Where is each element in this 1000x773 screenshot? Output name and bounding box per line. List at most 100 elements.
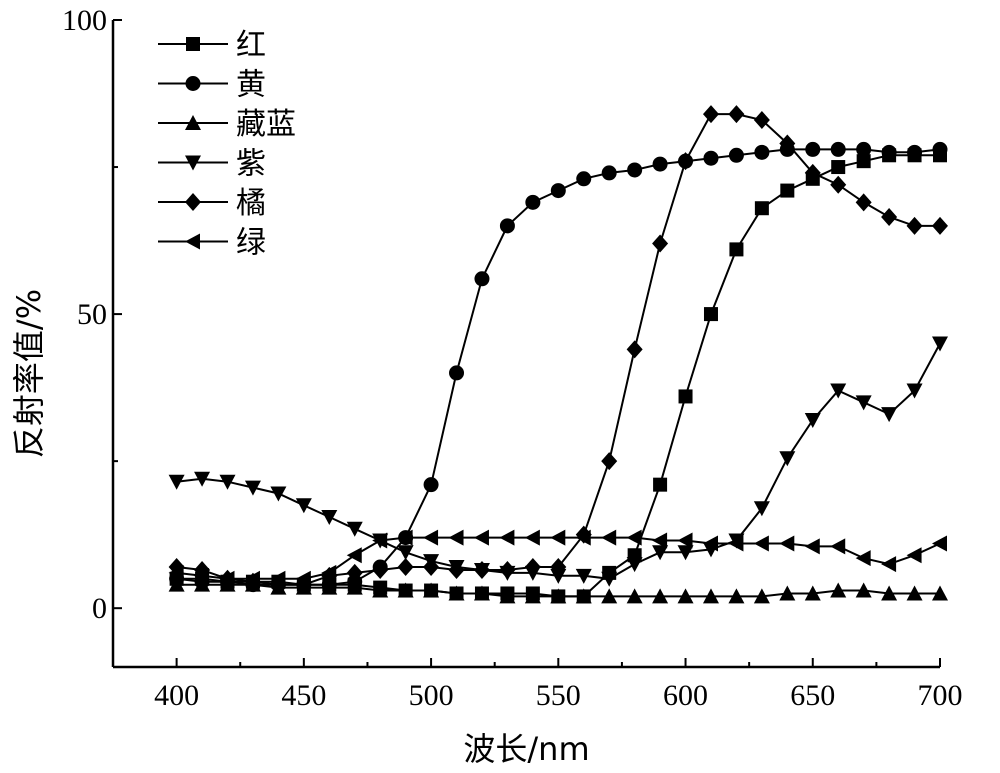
data-point <box>295 498 312 514</box>
x-tick-label: 650 <box>790 679 835 712</box>
legend-label: 黄 <box>236 68 266 103</box>
data-point <box>499 529 515 546</box>
data-point <box>702 105 719 124</box>
x-tick-label: 550 <box>536 679 581 712</box>
legend-marker <box>185 233 200 250</box>
data-point <box>830 582 847 598</box>
data-point <box>830 383 847 399</box>
data-point <box>753 535 769 552</box>
data-point <box>499 218 515 234</box>
data-point <box>270 486 287 502</box>
legend-label: 紫 <box>236 147 266 182</box>
data-point <box>321 579 338 595</box>
legend-item: 藏蓝 <box>158 107 296 142</box>
data-point <box>855 582 872 598</box>
data-point <box>652 156 668 172</box>
data-point <box>321 510 338 526</box>
series-line <box>176 154 940 598</box>
data-point <box>831 160 846 175</box>
data-point <box>754 144 770 160</box>
data-point <box>881 556 897 573</box>
data-point <box>321 564 337 581</box>
data-point <box>575 568 592 584</box>
data-point <box>194 471 211 487</box>
data-point <box>473 560 490 579</box>
data-point <box>702 588 719 604</box>
data-point <box>652 532 668 549</box>
data-point <box>804 412 821 428</box>
legend-marker <box>185 193 201 211</box>
data-point <box>779 585 796 601</box>
data-point <box>728 588 745 604</box>
series-layer <box>168 105 948 604</box>
data-point <box>473 529 489 546</box>
legend-item: 红 <box>158 28 266 63</box>
y-axis-title: 反射率值/% <box>10 289 48 458</box>
data-point <box>779 535 795 552</box>
series-1 <box>169 141 948 593</box>
data-point <box>423 582 440 598</box>
data-point <box>804 538 820 555</box>
data-point <box>906 216 923 235</box>
data-point <box>881 208 898 227</box>
data-point <box>652 588 669 604</box>
data-point <box>524 588 541 604</box>
data-point <box>601 588 618 604</box>
data-point <box>626 557 643 573</box>
data-point <box>423 477 439 493</box>
data-point <box>881 407 898 423</box>
data-point <box>907 144 923 160</box>
data-point <box>728 535 744 552</box>
data-point <box>906 383 923 399</box>
data-point <box>855 395 872 411</box>
data-point <box>729 242 744 257</box>
data-point <box>881 144 897 160</box>
data-point <box>830 175 847 194</box>
data-point <box>805 141 821 157</box>
plot-axes <box>111 20 940 669</box>
data-point <box>830 141 846 157</box>
axis-ticks: 400 450 500 550 600 650 700 0 50 100 <box>62 4 963 712</box>
data-point <box>779 451 796 467</box>
data-point <box>270 570 286 587</box>
series-4 <box>168 105 948 594</box>
legend-marker <box>186 37 200 51</box>
data-point <box>448 585 465 601</box>
legend-label: 红 <box>236 28 266 63</box>
series-line <box>176 148 941 586</box>
data-point <box>932 535 947 552</box>
data-point <box>474 271 490 287</box>
x-tick-label: 600 <box>663 679 708 712</box>
data-point <box>856 141 872 157</box>
data-point <box>779 134 796 153</box>
data-point <box>550 568 567 584</box>
data-point <box>728 147 744 163</box>
data-point <box>499 560 516 579</box>
data-point <box>804 163 821 182</box>
data-point <box>932 585 948 601</box>
data-point <box>499 588 516 604</box>
data-point <box>601 529 617 546</box>
legend-label: 绿 <box>236 226 266 261</box>
data-point <box>244 570 260 587</box>
data-point <box>346 521 363 537</box>
y-tick-label: 100 <box>62 4 107 37</box>
data-point <box>677 532 693 549</box>
data-point <box>575 529 591 546</box>
series-line <box>176 343 941 580</box>
data-point <box>168 564 184 581</box>
data-point <box>525 194 541 210</box>
data-point <box>372 532 388 549</box>
legend-marker <box>185 115 201 130</box>
data-point <box>550 558 567 577</box>
data-point <box>626 340 643 359</box>
data-point <box>244 480 261 496</box>
x-axis-title: 波长/nm <box>463 730 589 768</box>
data-point <box>932 336 948 352</box>
data-point <box>524 529 540 546</box>
series-3 <box>168 336 948 587</box>
data-point <box>906 585 923 601</box>
data-point <box>728 105 745 124</box>
